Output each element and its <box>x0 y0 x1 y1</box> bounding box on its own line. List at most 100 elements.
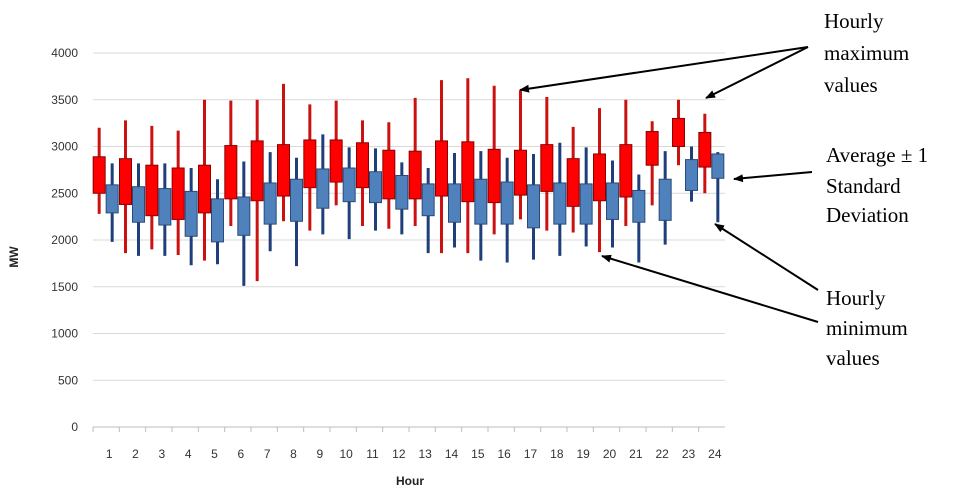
y-tick-labels: 0 500 1000 1500 2000 2500 3000 3500 4000 <box>51 46 78 434</box>
y-tick-label: 1000 <box>51 327 78 341</box>
annotation-avg-line-2: Standard <box>826 174 901 198</box>
annotation-min-line-1: Hourly <box>826 286 886 310</box>
x-tick-label: 20 <box>603 447 617 461</box>
blue-box-hour-12 <box>395 174 409 210</box>
blue-box-hour-3 <box>158 188 172 226</box>
red-box-hour-11 <box>356 142 369 189</box>
annotation-hourly-minimum: Hourly minimum values <box>601 223 908 370</box>
arrow-to-min-hour20 <box>601 254 819 323</box>
arrow-to-average-box <box>733 171 813 183</box>
y-tick-label: 3000 <box>51 140 78 154</box>
x-tick-label: 22 <box>655 447 669 461</box>
red-box-hour-6 <box>224 145 238 200</box>
red-box-hour-4 <box>171 167 185 220</box>
x-tick-label: 17 <box>524 447 538 461</box>
x-tick-label: 4 <box>185 447 192 461</box>
annotation-min-line-2: minimum <box>826 316 908 340</box>
blue-box-hour-23 <box>685 159 698 191</box>
red-box-hour-15 <box>461 141 475 203</box>
y-axis-title: MW <box>7 246 21 268</box>
y-tick-label: 1500 <box>51 280 78 294</box>
blue-box-hour-24 <box>711 153 725 179</box>
arrow-to-max-hour23 <box>705 46 809 99</box>
blue-box-hour-22 <box>658 178 672 221</box>
red-box-hour-3 <box>145 164 159 217</box>
y-tick-label: 3500 <box>51 93 78 107</box>
annotation-max-line-3: values <box>824 73 878 97</box>
red-box-hour-13 <box>408 150 422 200</box>
gridlines <box>93 52 725 428</box>
red-box-hour-17 <box>514 149 527 196</box>
red-box-hour-23 <box>672 117 685 147</box>
y-tick-label: 2500 <box>51 186 78 200</box>
x-tick-label: 15 <box>471 447 485 461</box>
annotation-min-line-3: values <box>826 346 880 370</box>
y-tick-label: 4000 <box>51 46 78 60</box>
x-tick-label: 9 <box>316 447 323 461</box>
x-tick-labels: 1 2 3 4 5 6 7 8 9 10 11 12 13 14 15 16 17 18 19 20 21 22 23 24 <box>92 427 722 461</box>
blue-box-hour-11 <box>369 171 382 204</box>
red-box-hour-1 <box>92 156 106 194</box>
x-axis-title: Hour <box>396 474 424 488</box>
blue-box-hour-14 <box>448 183 461 223</box>
red-box-hour-22 <box>645 131 659 166</box>
blue-box-hour-17 <box>527 184 540 229</box>
red-box-hour-10 <box>329 139 343 183</box>
x-tick-label: 7 <box>264 447 271 461</box>
red-box-hour-2 <box>119 158 132 205</box>
blue-box-hour-1 <box>105 184 119 214</box>
blue-box-hour-6 <box>237 196 251 236</box>
blue-box-hour-7 <box>263 182 277 225</box>
blue-box-hour-10 <box>342 167 356 203</box>
x-tick-label: 16 <box>497 447 511 461</box>
red-box-hour-8 <box>277 144 290 197</box>
x-tick-label: 8 <box>290 447 297 461</box>
annotation-avg-line-1: Average ± 1 <box>826 143 928 167</box>
x-tick-label: 21 <box>629 447 643 461</box>
blue-box-hour-21 <box>632 189 646 223</box>
red-box-hour-20 <box>593 153 606 202</box>
x-tick-label: 11 <box>366 447 379 461</box>
blue-box-hour-18 <box>553 182 567 225</box>
y-tick-label: 0 <box>71 420 78 434</box>
x-tick-label: 18 <box>550 447 564 461</box>
x-tick-label: 24 <box>708 447 722 461</box>
blue-box-hour-20 <box>606 182 619 220</box>
red-box-hour-21 <box>619 144 633 198</box>
blue-box-hour-13 <box>421 183 435 217</box>
x-tick-label: 14 <box>445 447 459 461</box>
box-marks <box>92 78 725 286</box>
blue-box-hour-19 <box>579 183 593 225</box>
x-tick-label: 3 <box>158 447 165 461</box>
x-tick-label: 23 <box>682 447 696 461</box>
blue-box-hour-15 <box>474 178 488 225</box>
x-tick-label: 6 <box>237 447 244 461</box>
annotation-max-line-1: Hourly <box>824 9 884 33</box>
annotation-average-std: Average ± 1 Standard Deviation <box>733 143 928 227</box>
annotation-hourly-maximum: Hourly maximum values <box>519 9 909 99</box>
x-tick-label: 1 <box>106 447 113 461</box>
red-box-hour-16 <box>487 148 501 204</box>
red-box-hour-24 <box>698 131 712 168</box>
annotation-avg-line-3: Deviation <box>826 203 909 227</box>
red-box-hour-7 <box>250 140 264 202</box>
arrow-to-max-hour17 <box>519 46 809 93</box>
red-box-hour-14 <box>435 140 448 197</box>
arrow-to-min-hour24 <box>714 223 819 291</box>
blue-box-hour-16 <box>500 181 514 225</box>
red-box-hour-18 <box>540 144 554 192</box>
x-tick-label: 19 <box>576 447 590 461</box>
red-box-hour-19 <box>566 158 580 207</box>
blue-box-hour-8 <box>290 178 303 222</box>
y-tick-label: 2000 <box>51 233 78 247</box>
blue-box-hour-4 <box>184 190 198 237</box>
x-tick-label: 2 <box>132 447 139 461</box>
x-tick-label: 12 <box>392 447 406 461</box>
red-box-hour-12 <box>382 149 396 200</box>
y-tick-label: 500 <box>58 373 78 387</box>
blue-box-hour-2 <box>132 186 145 223</box>
x-tick-label: 13 <box>418 447 432 461</box>
red-box-hour-5 <box>198 164 211 214</box>
red-box-hour-9 <box>303 139 317 189</box>
